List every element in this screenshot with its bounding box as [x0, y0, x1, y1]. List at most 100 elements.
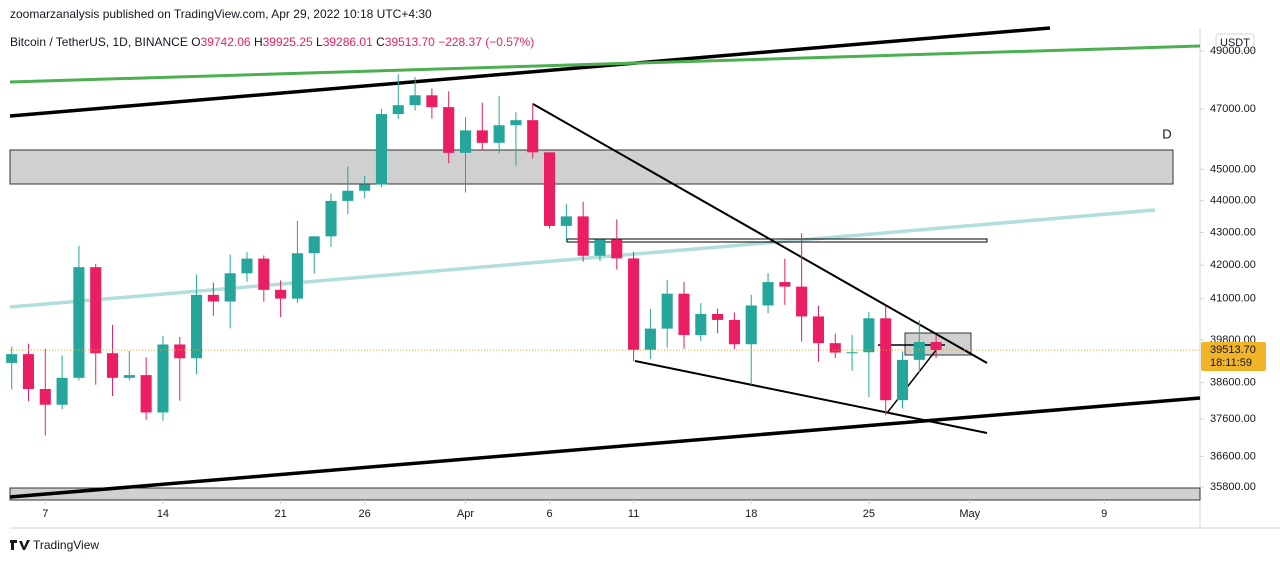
- candle-body: [930, 342, 942, 351]
- candle-body: [291, 253, 303, 299]
- y-tick-label: 41000.00: [1210, 293, 1256, 305]
- candle-body: [796, 286, 808, 317]
- symbol: Bitcoin / TetherUS, 1D, BINANCE: [10, 35, 188, 49]
- x-tick-label: 14: [157, 508, 169, 520]
- y-tick-label: 42000.00: [1210, 259, 1256, 271]
- candle-body: [745, 305, 757, 345]
- change: −228.37 (−0.57%): [438, 35, 535, 49]
- currency-box[interactable]: [1215, 33, 1255, 52]
- candle-body: [779, 282, 791, 287]
- footer: TradingView: [33, 538, 99, 552]
- publisher: zoomarzanalysis published on TradingView…: [10, 7, 432, 21]
- candle-body: [896, 359, 909, 401]
- zone: [9, 487, 1201, 501]
- candle-body: [6, 354, 18, 363]
- candle-body: [476, 130, 488, 143]
- y-tick-label: 35800.00: [1210, 481, 1256, 493]
- candle-body: [913, 342, 925, 360]
- candle-body: [409, 95, 421, 106]
- candle-body: [123, 375, 135, 378]
- l-label: L: [316, 35, 323, 49]
- candle-body: [56, 377, 68, 405]
- candle-body: [863, 318, 875, 353]
- candle-body: [762, 282, 774, 306]
- candle-body: [359, 184, 371, 191]
- candle-body: [375, 114, 388, 185]
- currency[interactable]: USDT: [1220, 37, 1250, 49]
- trendline: [886, 344, 941, 414]
- candle-body: [106, 353, 119, 378]
- candle-body: [325, 200, 337, 237]
- candle-body: [846, 352, 858, 354]
- x-tick-label: Apr: [457, 508, 474, 520]
- trendline: [532, 103, 988, 364]
- candle-body: [543, 152, 556, 226]
- trendline: [9, 44, 1201, 84]
- h-label: H: [253, 35, 263, 49]
- candle-body: [510, 120, 522, 126]
- candle-body: [191, 294, 203, 359]
- candle-body: [258, 258, 270, 290]
- candle-body: [678, 293, 690, 336]
- x-tick-label: 21: [274, 508, 286, 520]
- candle-body: [157, 344, 169, 413]
- candle-body: [426, 95, 438, 108]
- zone-label: D: [1162, 126, 1171, 141]
- drawings: D: [9, 26, 1201, 501]
- candle-body: [392, 105, 404, 115]
- candle-body: [39, 389, 51, 405]
- price-label-box: [1201, 342, 1266, 372]
- candle-body: [275, 289, 287, 299]
- y-tick-label: 44000.00: [1210, 194, 1256, 206]
- candle-body: [73, 267, 85, 378]
- x-tick-label: 25: [863, 508, 875, 520]
- x-tick-label: 9: [1101, 508, 1107, 520]
- candle-body: [443, 107, 455, 153]
- candle-body: [140, 375, 152, 413]
- x-tick-label: 7: [42, 508, 48, 520]
- close: 39513.70: [384, 35, 435, 49]
- x-tick-label: 11: [628, 508, 639, 520]
- candle-body: [174, 344, 186, 359]
- candle-body: [207, 294, 219, 302]
- logo: [10, 540, 30, 550]
- candle-body: [880, 318, 892, 401]
- candle-body: [90, 267, 102, 354]
- trendline: [9, 26, 1051, 118]
- candle-body: [22, 354, 35, 390]
- y-tick-label: 45000.00: [1210, 163, 1256, 175]
- trendline: [9, 396, 1201, 499]
- x-tick-label: May: [959, 508, 980, 520]
- trendline: [634, 360, 988, 434]
- candle-body: [611, 239, 623, 259]
- candle-body: [560, 216, 572, 226]
- candle-body: [628, 258, 640, 350]
- zone: [9, 149, 1174, 185]
- x-tick-label: 26: [359, 508, 371, 520]
- candle-body: [829, 343, 841, 353]
- y-tick-label: 49000.00: [1210, 45, 1256, 57]
- candle-body: [712, 313, 724, 320]
- c-label: C: [376, 35, 385, 49]
- y-tick-label: 43000.00: [1210, 226, 1256, 238]
- price-label: 39513.70: [1210, 344, 1256, 356]
- low: 39286.01: [322, 35, 373, 49]
- candle-body: [661, 293, 673, 329]
- candle-body: [224, 273, 236, 302]
- symbol-line: Bitcoin / TetherUS, 1D, BINANCE O39742.0…: [10, 35, 534, 49]
- candle-body: [728, 319, 740, 345]
- countdown: 18:11:59: [1210, 357, 1252, 369]
- candle-body: [594, 239, 606, 256]
- candle-body: [527, 120, 539, 153]
- trendline: [9, 208, 1156, 309]
- candle-body: [342, 190, 354, 201]
- y-tick-label: 38600.00: [1210, 376, 1256, 388]
- candle-body: [241, 258, 253, 274]
- candle-body: [308, 236, 320, 254]
- y-tick-label: 36600.00: [1210, 450, 1256, 462]
- candle-body: [812, 316, 825, 344]
- candle-body: [459, 130, 472, 153]
- open: 39742.06: [200, 35, 251, 49]
